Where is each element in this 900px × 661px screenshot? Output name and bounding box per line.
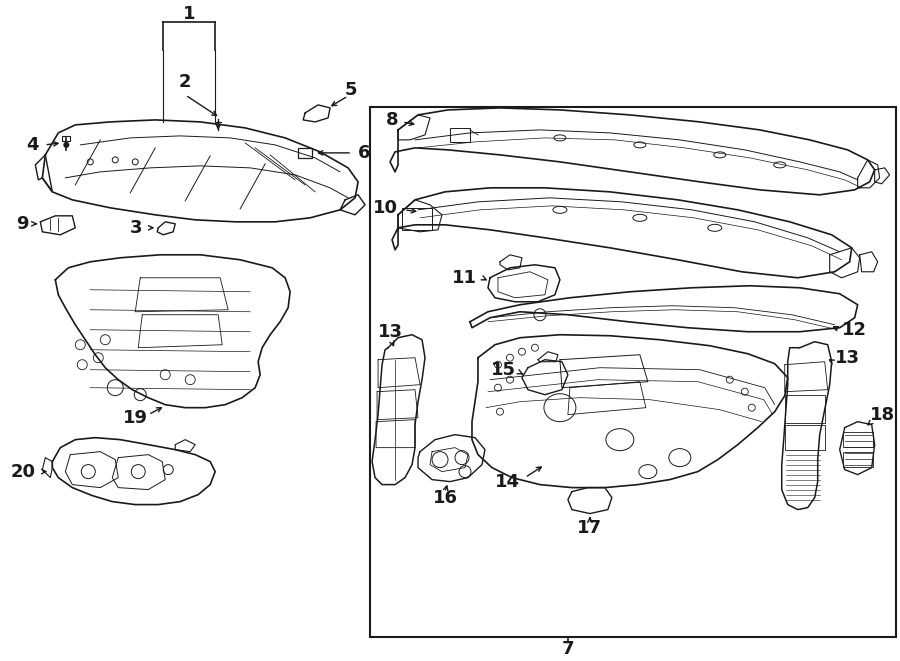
Text: 2: 2 (179, 73, 192, 91)
Text: 12: 12 (842, 321, 867, 338)
Text: 9: 9 (16, 215, 28, 233)
Bar (298, 148, 312, 158)
Text: 3: 3 (130, 219, 142, 237)
Text: 8: 8 (385, 111, 398, 129)
Circle shape (63, 142, 69, 148)
Text: 6: 6 (358, 144, 371, 162)
Text: 17: 17 (578, 519, 602, 537)
Bar (450, 128, 470, 142)
Text: 13: 13 (377, 323, 402, 340)
Text: 15: 15 (491, 361, 516, 379)
Text: 13: 13 (834, 349, 860, 367)
Text: 14: 14 (495, 473, 520, 490)
Text: 18: 18 (869, 406, 895, 424)
Bar (402, 208, 432, 230)
Text: 11: 11 (452, 269, 477, 287)
Text: 1: 1 (183, 5, 195, 23)
Text: 4: 4 (26, 136, 39, 154)
Bar (785, 395, 824, 422)
Text: 20: 20 (10, 463, 35, 481)
Text: 5: 5 (345, 81, 357, 99)
Text: 16: 16 (433, 488, 457, 506)
Text: 7: 7 (562, 641, 574, 658)
Bar (785, 424, 824, 449)
Text: 10: 10 (373, 199, 398, 217)
Bar (370, 107, 896, 637)
Bar (62, 136, 70, 141)
Bar (842, 451, 873, 467)
Bar (842, 432, 873, 447)
Text: 19: 19 (122, 408, 148, 426)
